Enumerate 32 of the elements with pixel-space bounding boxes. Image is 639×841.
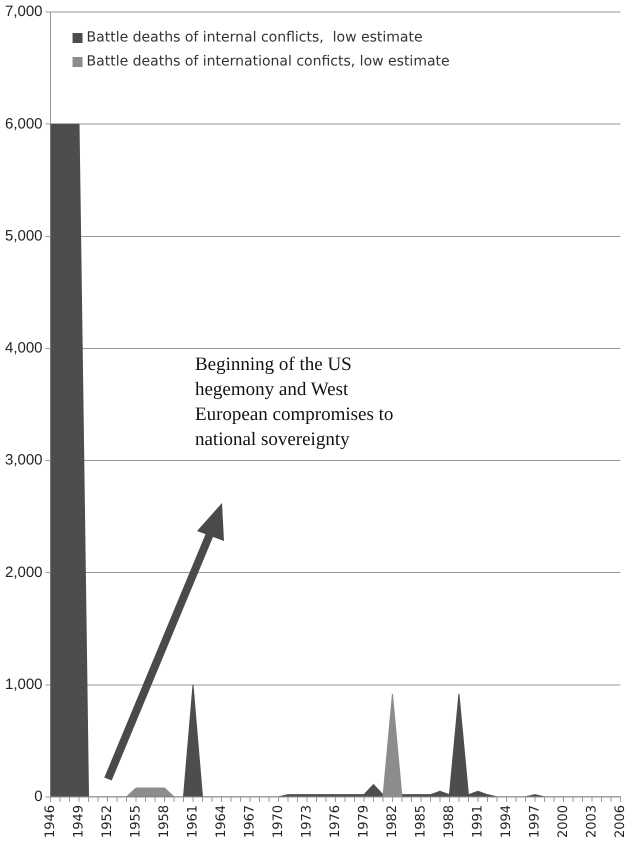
y-tick-label: 4,000 xyxy=(4,340,43,357)
x-tick-label: 1967 xyxy=(242,804,258,838)
y-tick-label: 3,000 xyxy=(4,452,43,469)
x-tick-label: 1955 xyxy=(128,804,144,838)
x-tick-label: 1949 xyxy=(71,804,86,838)
x-tick-label: 1964 xyxy=(214,804,229,838)
y-tick-label: 2,000 xyxy=(4,564,43,581)
x-tick-label: 2003 xyxy=(584,804,600,838)
x-tick-label: 1973 xyxy=(299,804,314,838)
x-tick-label: 1991 xyxy=(470,804,486,838)
x-tick-label: 1988 xyxy=(442,804,457,838)
x-tick-label: 1976 xyxy=(328,804,343,838)
legend-label: Battle deaths of internal conflicts, low estimate xyxy=(86,30,423,46)
y-tick-label: 6,000 xyxy=(4,115,43,132)
x-tick-label: 2006 xyxy=(612,804,628,838)
x-tick-label: 1961 xyxy=(185,804,200,838)
x-tick-label: 1982 xyxy=(384,804,400,838)
annotation: Beginning of the US hegemony and West European compromises to national sovereignty xyxy=(195,353,394,452)
y-tick-label: 7,000 xyxy=(4,3,43,20)
y-tick-label: 5,000 xyxy=(4,227,43,244)
x-tick-label: 1958 xyxy=(156,804,172,838)
y-tick-label: 1,000 xyxy=(4,676,43,693)
y-tick-label: 0 xyxy=(34,788,43,806)
x-tick-label: 1970 xyxy=(270,804,286,838)
x-tick-label: 1997 xyxy=(527,804,542,838)
x-tick-label: 1985 xyxy=(413,804,428,838)
x-tick-label: 1946 xyxy=(42,804,58,838)
x-tick-label: 2000 xyxy=(556,804,571,838)
x-tick-label: 1994 xyxy=(498,804,514,838)
legend-label: Battle deaths of international conficts, low estimate xyxy=(86,54,450,70)
x-tick-label: 1952 xyxy=(100,804,115,838)
x-tick-label: 1979 xyxy=(356,804,372,838)
